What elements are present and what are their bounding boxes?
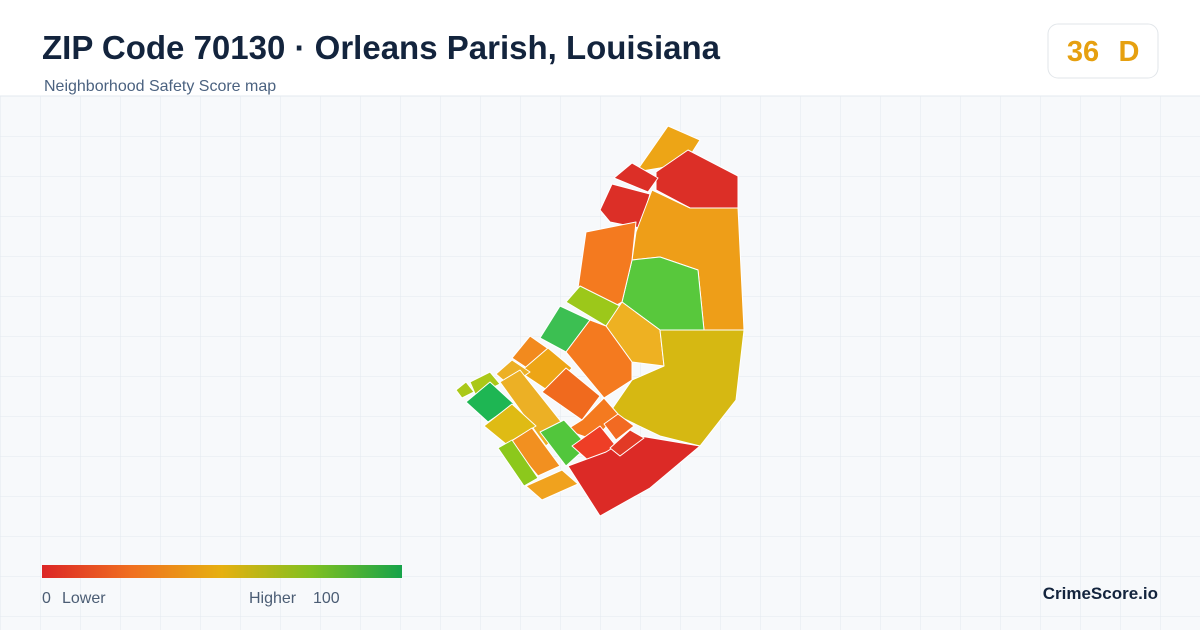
area [609, 429, 645, 457]
score-value: 36 [1067, 36, 1099, 68]
area [567, 435, 701, 517]
area [613, 162, 659, 193]
legend-scale [42, 565, 402, 578]
header-bg [0, 0, 1200, 96]
legend-min: 0 [42, 590, 51, 607]
subtitle: Neighborhood Safety Score map [44, 78, 276, 95]
area [497, 439, 539, 487]
area [603, 413, 635, 441]
brand: CrimeScore.io [1043, 584, 1158, 603]
area [609, 329, 745, 447]
area [483, 403, 537, 445]
area [525, 469, 579, 501]
score-badge [1047, 23, 1159, 79]
area [455, 381, 475, 399]
title: ZIP Code 70130 · Orleans Parish, Louisia… [42, 29, 721, 66]
area [541, 367, 601, 421]
legend-max-label: Higher [249, 590, 297, 607]
legend-min-label: Lower [62, 590, 106, 607]
score-grade: D [1119, 36, 1140, 68]
legend-max: 100 [313, 590, 340, 607]
zip-map [455, 125, 745, 517]
